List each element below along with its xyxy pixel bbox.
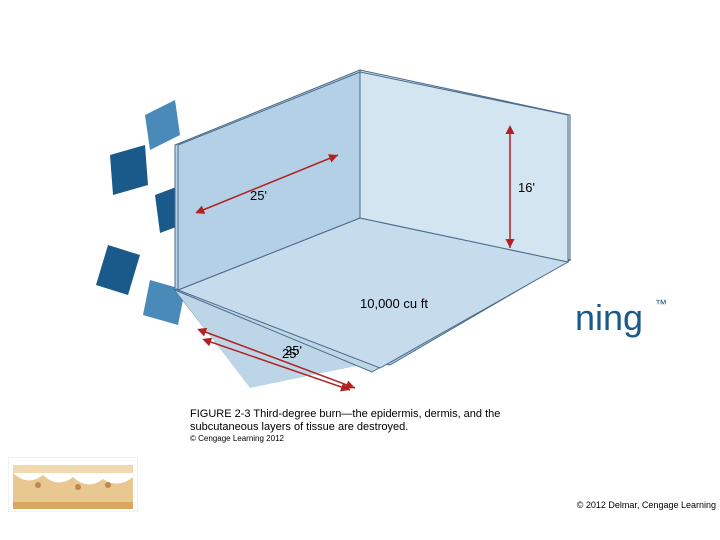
footer-copyright: © 2012 Delmar, Cengage Learning: [577, 500, 716, 510]
dim-width-label: 25': [282, 346, 299, 361]
figure-caption: FIGURE 2-3 Third-degree burn—the epiderm…: [190, 408, 570, 433]
volume-label: 10,000 cu ft: [375, 296, 443, 311]
dim-height-label: 16': [523, 178, 540, 193]
caption-copyright: © Cengage Learning 2012: [190, 434, 284, 443]
dim-depth-label: 25': [248, 186, 265, 201]
skin-thumbnail: [8, 457, 138, 512]
